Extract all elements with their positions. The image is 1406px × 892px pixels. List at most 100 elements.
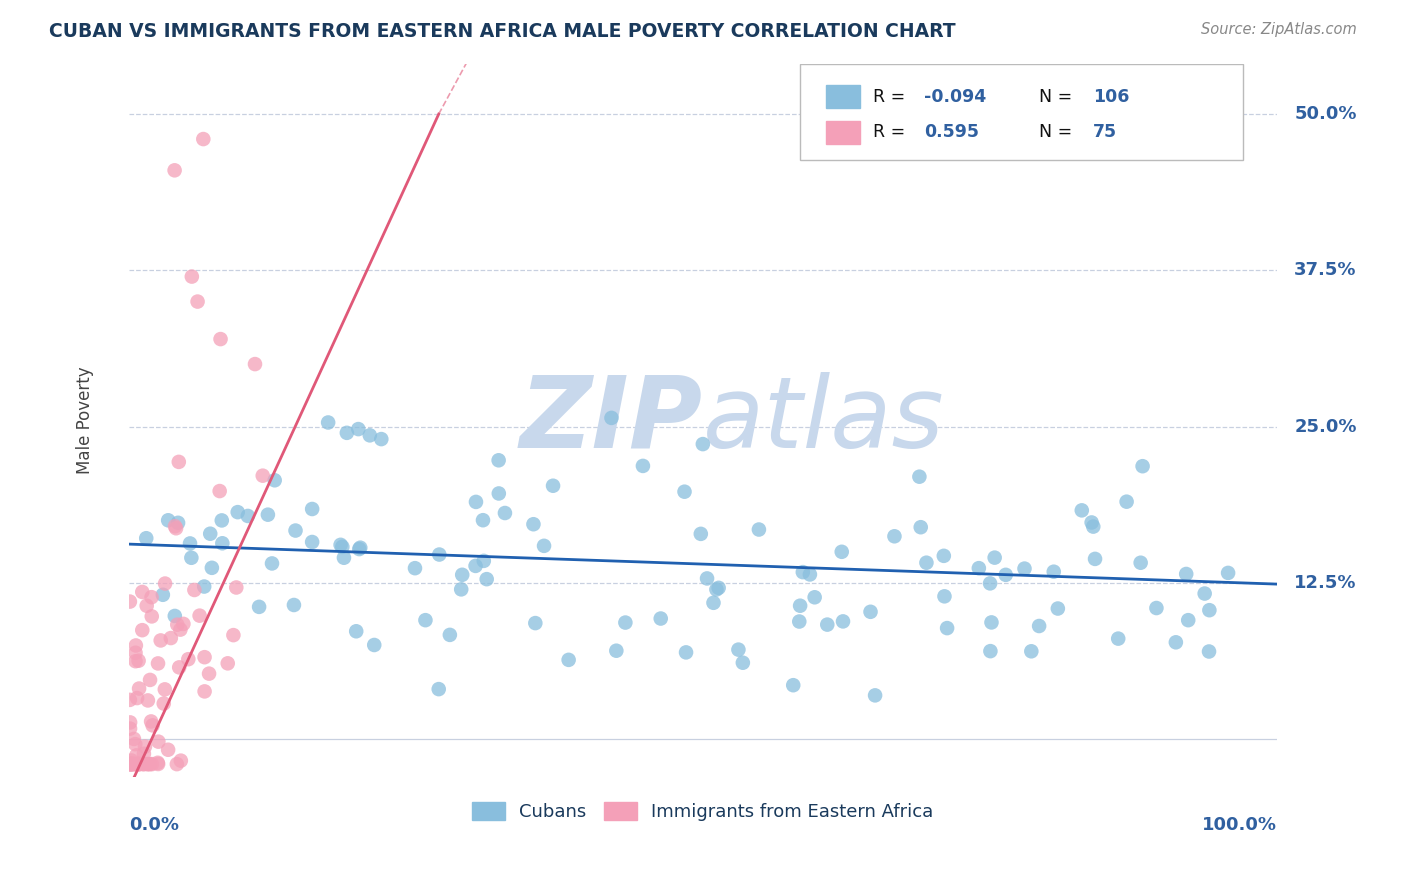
Point bbox=[863, 689, 886, 703]
Point bbox=[157, 743, 180, 757]
Point bbox=[1014, 561, 1036, 575]
Point bbox=[803, 591, 825, 605]
Text: -0.094: -0.094 bbox=[925, 87, 987, 106]
Point bbox=[692, 437, 714, 451]
Point bbox=[200, 526, 222, 541]
Point bbox=[1046, 601, 1069, 615]
Point bbox=[524, 616, 547, 631]
Point bbox=[141, 590, 163, 604]
Point bbox=[748, 523, 770, 537]
Point bbox=[533, 539, 555, 553]
Text: N =: N = bbox=[1039, 123, 1078, 142]
Point bbox=[163, 609, 186, 624]
Text: Male Poverty: Male Poverty bbox=[76, 367, 94, 475]
Point bbox=[1198, 644, 1220, 658]
Text: 106: 106 bbox=[1094, 87, 1129, 106]
Point bbox=[122, 731, 145, 746]
Text: 50.0%: 50.0% bbox=[1295, 105, 1357, 123]
Point bbox=[707, 581, 730, 595]
Point bbox=[188, 608, 211, 623]
Point bbox=[139, 714, 162, 729]
Point bbox=[146, 756, 169, 770]
Point bbox=[125, 639, 148, 653]
Text: 75: 75 bbox=[1094, 123, 1118, 142]
Point bbox=[222, 628, 245, 642]
Text: 25.0%: 25.0% bbox=[1295, 417, 1357, 435]
Point bbox=[134, 739, 156, 754]
Point bbox=[153, 576, 176, 591]
Point bbox=[193, 132, 215, 146]
Point bbox=[908, 469, 931, 483]
Point bbox=[330, 540, 353, 554]
Point bbox=[370, 432, 392, 446]
Point bbox=[883, 529, 905, 543]
Point bbox=[160, 631, 183, 645]
Point bbox=[209, 332, 232, 346]
Bar bbox=[825, 86, 860, 108]
Point bbox=[131, 585, 153, 599]
Point bbox=[475, 572, 498, 586]
Point bbox=[124, 646, 146, 660]
Point bbox=[347, 542, 370, 557]
Point bbox=[1084, 552, 1107, 566]
Point bbox=[226, 505, 249, 519]
Point bbox=[1083, 519, 1105, 533]
Point bbox=[121, 754, 143, 768]
Point bbox=[141, 757, 163, 772]
Point bbox=[260, 557, 283, 571]
Point bbox=[472, 554, 495, 568]
Point bbox=[125, 748, 148, 763]
Point bbox=[488, 486, 510, 500]
Point bbox=[1164, 635, 1187, 649]
Point bbox=[859, 605, 882, 619]
Point bbox=[464, 558, 486, 573]
Point bbox=[141, 609, 163, 624]
Point bbox=[132, 757, 155, 772]
Legend: Cubans, Immigrants from Eastern Africa: Cubans, Immigrants from Eastern Africa bbox=[465, 795, 941, 828]
FancyBboxPatch shape bbox=[800, 64, 1243, 161]
Point bbox=[165, 521, 187, 535]
Point bbox=[128, 681, 150, 696]
Point bbox=[494, 506, 516, 520]
Point bbox=[696, 571, 718, 585]
Text: atlas: atlas bbox=[703, 372, 945, 469]
Text: 0.0%: 0.0% bbox=[129, 816, 179, 834]
Text: ZIP: ZIP bbox=[520, 372, 703, 469]
Point bbox=[121, 757, 143, 772]
Point bbox=[614, 615, 637, 630]
Point bbox=[180, 550, 202, 565]
Point bbox=[166, 757, 188, 772]
Point bbox=[415, 613, 437, 627]
Point bbox=[301, 502, 323, 516]
Point bbox=[427, 548, 450, 562]
Point bbox=[236, 508, 259, 523]
Point bbox=[815, 617, 838, 632]
Point bbox=[333, 550, 356, 565]
Point bbox=[1194, 586, 1216, 600]
Point bbox=[128, 757, 150, 772]
Point bbox=[136, 757, 159, 772]
Point bbox=[1028, 619, 1050, 633]
Point bbox=[979, 644, 1001, 658]
Point bbox=[118, 757, 141, 772]
Point bbox=[284, 524, 307, 538]
Point bbox=[252, 468, 274, 483]
Point bbox=[122, 757, 145, 772]
Point bbox=[128, 654, 150, 668]
Point bbox=[127, 757, 149, 772]
Point bbox=[344, 624, 367, 639]
Point bbox=[631, 458, 654, 473]
Point bbox=[706, 582, 728, 597]
Point bbox=[349, 541, 371, 555]
Point bbox=[157, 513, 180, 527]
Point bbox=[980, 615, 1002, 630]
Text: CUBAN VS IMMIGRANTS FROM EASTERN AFRICA MALE POVERTY CORRELATION CHART: CUBAN VS IMMIGRANTS FROM EASTERN AFRICA … bbox=[49, 22, 956, 41]
Point bbox=[1021, 644, 1043, 658]
Point bbox=[146, 657, 169, 671]
Point bbox=[605, 643, 627, 657]
Point bbox=[689, 527, 711, 541]
Point bbox=[336, 425, 359, 440]
Point bbox=[450, 582, 472, 597]
Point bbox=[131, 623, 153, 637]
Point bbox=[132, 747, 155, 761]
